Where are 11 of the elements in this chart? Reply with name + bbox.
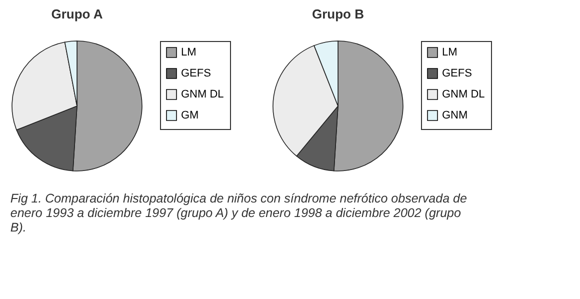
- legend-label: GEFS: [442, 68, 472, 80]
- caption: Fig 1. Comparación histopatológica de niños con síndrome nefrótico observada de enero 1993 a diciembre 1997 (grupo A) y de enero 1998 a diciembre 2002 (grupo B).: [10, 192, 467, 235]
- chart-title: Grupo A: [51, 6, 104, 22]
- legend-label: LM: [181, 46, 196, 58]
- legend-label: GNM: [442, 110, 468, 122]
- legend-label: GNM DL: [442, 88, 485, 100]
- legend-label: GEFS: [181, 68, 211, 80]
- legend-label: GM: [181, 110, 199, 122]
- legend-label: GNM DL: [181, 88, 224, 100]
- legend-label: LM: [442, 46, 458, 58]
- chart-title: Grupo B: [312, 6, 364, 22]
